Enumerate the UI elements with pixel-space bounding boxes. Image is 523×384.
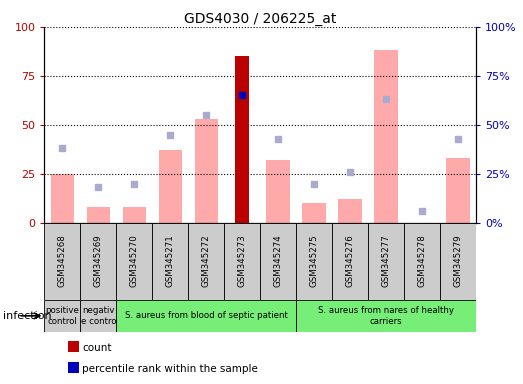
Bar	[81, 223, 116, 300]
Bar	[158, 150, 182, 223]
Bar	[338, 199, 362, 223]
Text: S. aureus from nares of healthy
carriers: S. aureus from nares of healthy carriers	[318, 306, 454, 326]
Bar	[296, 223, 332, 300]
Bar	[332, 223, 368, 300]
Text: GSM345275: GSM345275	[310, 235, 319, 288]
Bar	[195, 119, 218, 223]
Bar	[296, 300, 476, 332]
Bar	[116, 300, 296, 332]
Bar	[116, 223, 152, 300]
Text: positive
control: positive control	[46, 306, 79, 326]
Text: negativ
e contro: negativ e contro	[81, 306, 116, 326]
Bar	[267, 160, 290, 223]
Bar	[51, 174, 74, 223]
Text: percentile rank within the sample: percentile rank within the sample	[82, 364, 258, 374]
Bar	[224, 223, 260, 300]
Bar	[368, 223, 404, 300]
Bar	[188, 223, 224, 300]
Text: GSM345272: GSM345272	[202, 235, 211, 288]
Bar	[235, 56, 249, 223]
Bar	[87, 207, 110, 223]
Text: GSM345277: GSM345277	[382, 235, 391, 288]
Text: GSM345269: GSM345269	[94, 235, 103, 288]
Bar	[123, 207, 146, 223]
Bar	[440, 223, 476, 300]
Text: GSM345270: GSM345270	[130, 235, 139, 288]
Bar	[81, 300, 116, 332]
Text: GSM345271: GSM345271	[166, 235, 175, 288]
Bar	[302, 203, 326, 223]
Text: S. aureus from blood of septic patient: S. aureus from blood of septic patient	[125, 311, 288, 320]
Title: GDS4030 / 206225_at: GDS4030 / 206225_at	[184, 12, 336, 26]
Text: count: count	[82, 343, 111, 353]
Bar	[404, 223, 440, 300]
Text: GSM345278: GSM345278	[417, 235, 426, 288]
Bar	[152, 223, 188, 300]
Bar	[374, 50, 397, 223]
Bar	[260, 223, 296, 300]
Bar	[446, 158, 470, 223]
Bar	[44, 300, 81, 332]
Text: GSM345279: GSM345279	[453, 235, 462, 288]
Text: infection: infection	[3, 311, 51, 321]
Text: GSM345273: GSM345273	[238, 235, 247, 288]
Text: GSM345268: GSM345268	[58, 235, 67, 288]
Bar	[44, 223, 81, 300]
Text: GSM345276: GSM345276	[346, 235, 355, 288]
Text: GSM345274: GSM345274	[274, 235, 282, 288]
